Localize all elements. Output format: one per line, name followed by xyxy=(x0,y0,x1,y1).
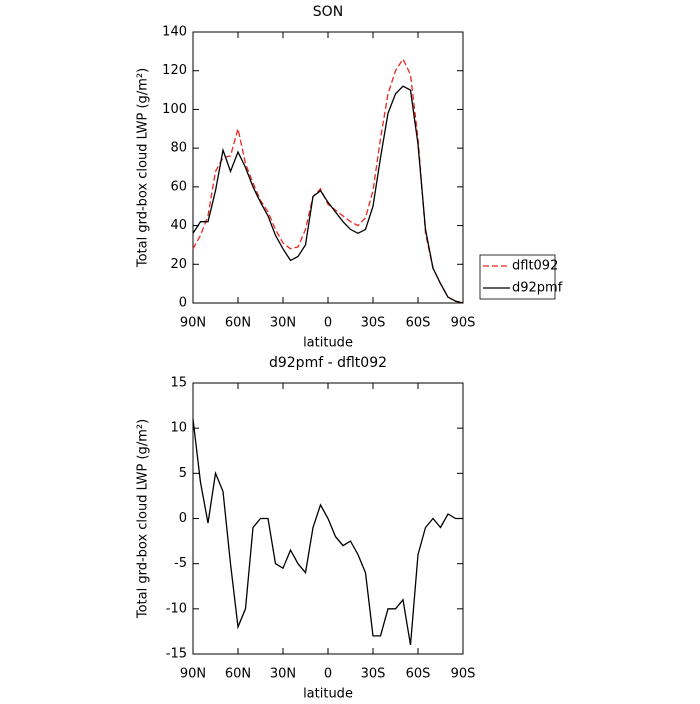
y-tick-label: 20 xyxy=(170,257,187,272)
series-line xyxy=(192,57,464,304)
series-line xyxy=(192,85,464,304)
y-tick-label: 100 xyxy=(162,102,187,117)
x-tick-label: 30S xyxy=(361,316,386,331)
y-tick-label: 60 xyxy=(170,179,187,194)
x-tick-label: 90N xyxy=(180,667,206,682)
x-tick-label: 60S xyxy=(406,316,431,331)
x-tick-label: 90S xyxy=(451,316,476,331)
x-axis-label: latitude xyxy=(303,336,353,351)
chart-title: SON xyxy=(313,4,343,20)
y-tick-label: -5 xyxy=(174,556,187,571)
plot-frame xyxy=(192,31,464,304)
legend-label: dflt092 xyxy=(512,259,558,274)
x-tick-label: 60N xyxy=(225,316,251,331)
y-tick-label: 0 xyxy=(179,296,187,311)
x-axis-label: latitude xyxy=(303,687,353,701)
y-tick-label: 80 xyxy=(170,141,187,156)
y-axis-label: Total grd-box cloud LWP (g/m²) xyxy=(136,419,151,619)
y-axis-label: Total grd-box cloud LWP (g/m²) xyxy=(136,68,151,268)
y-tick-label: 40 xyxy=(170,218,187,233)
y-tick-label: -10 xyxy=(166,601,187,616)
x-tick-label: 90S xyxy=(451,667,476,682)
y-tick-label: 0 xyxy=(179,511,187,526)
chart-title: d92pmf - dflt092 xyxy=(269,355,387,371)
legend-box xyxy=(479,254,556,300)
y-tick-label: -15 xyxy=(166,647,187,662)
legend-label: d92pmf xyxy=(512,281,563,296)
x-tick-label: 30N xyxy=(270,316,296,331)
x-tick-label: 0 xyxy=(324,316,332,331)
series-line xyxy=(192,419,463,646)
x-tick-label: 30S xyxy=(361,667,386,682)
x-tick-label: 90N xyxy=(180,316,206,331)
y-tick-label: 5 xyxy=(179,466,187,481)
x-tick-label: 60S xyxy=(406,667,431,682)
x-tick-label: 60N xyxy=(225,667,251,682)
y-tick-label: 15 xyxy=(170,376,187,391)
x-tick-label: 30N xyxy=(270,667,296,682)
y-tick-label: 10 xyxy=(170,421,187,436)
y-tick-label: 140 xyxy=(162,25,187,40)
y-tick-label: 120 xyxy=(162,63,187,78)
x-tick-label: 0 xyxy=(324,667,332,682)
